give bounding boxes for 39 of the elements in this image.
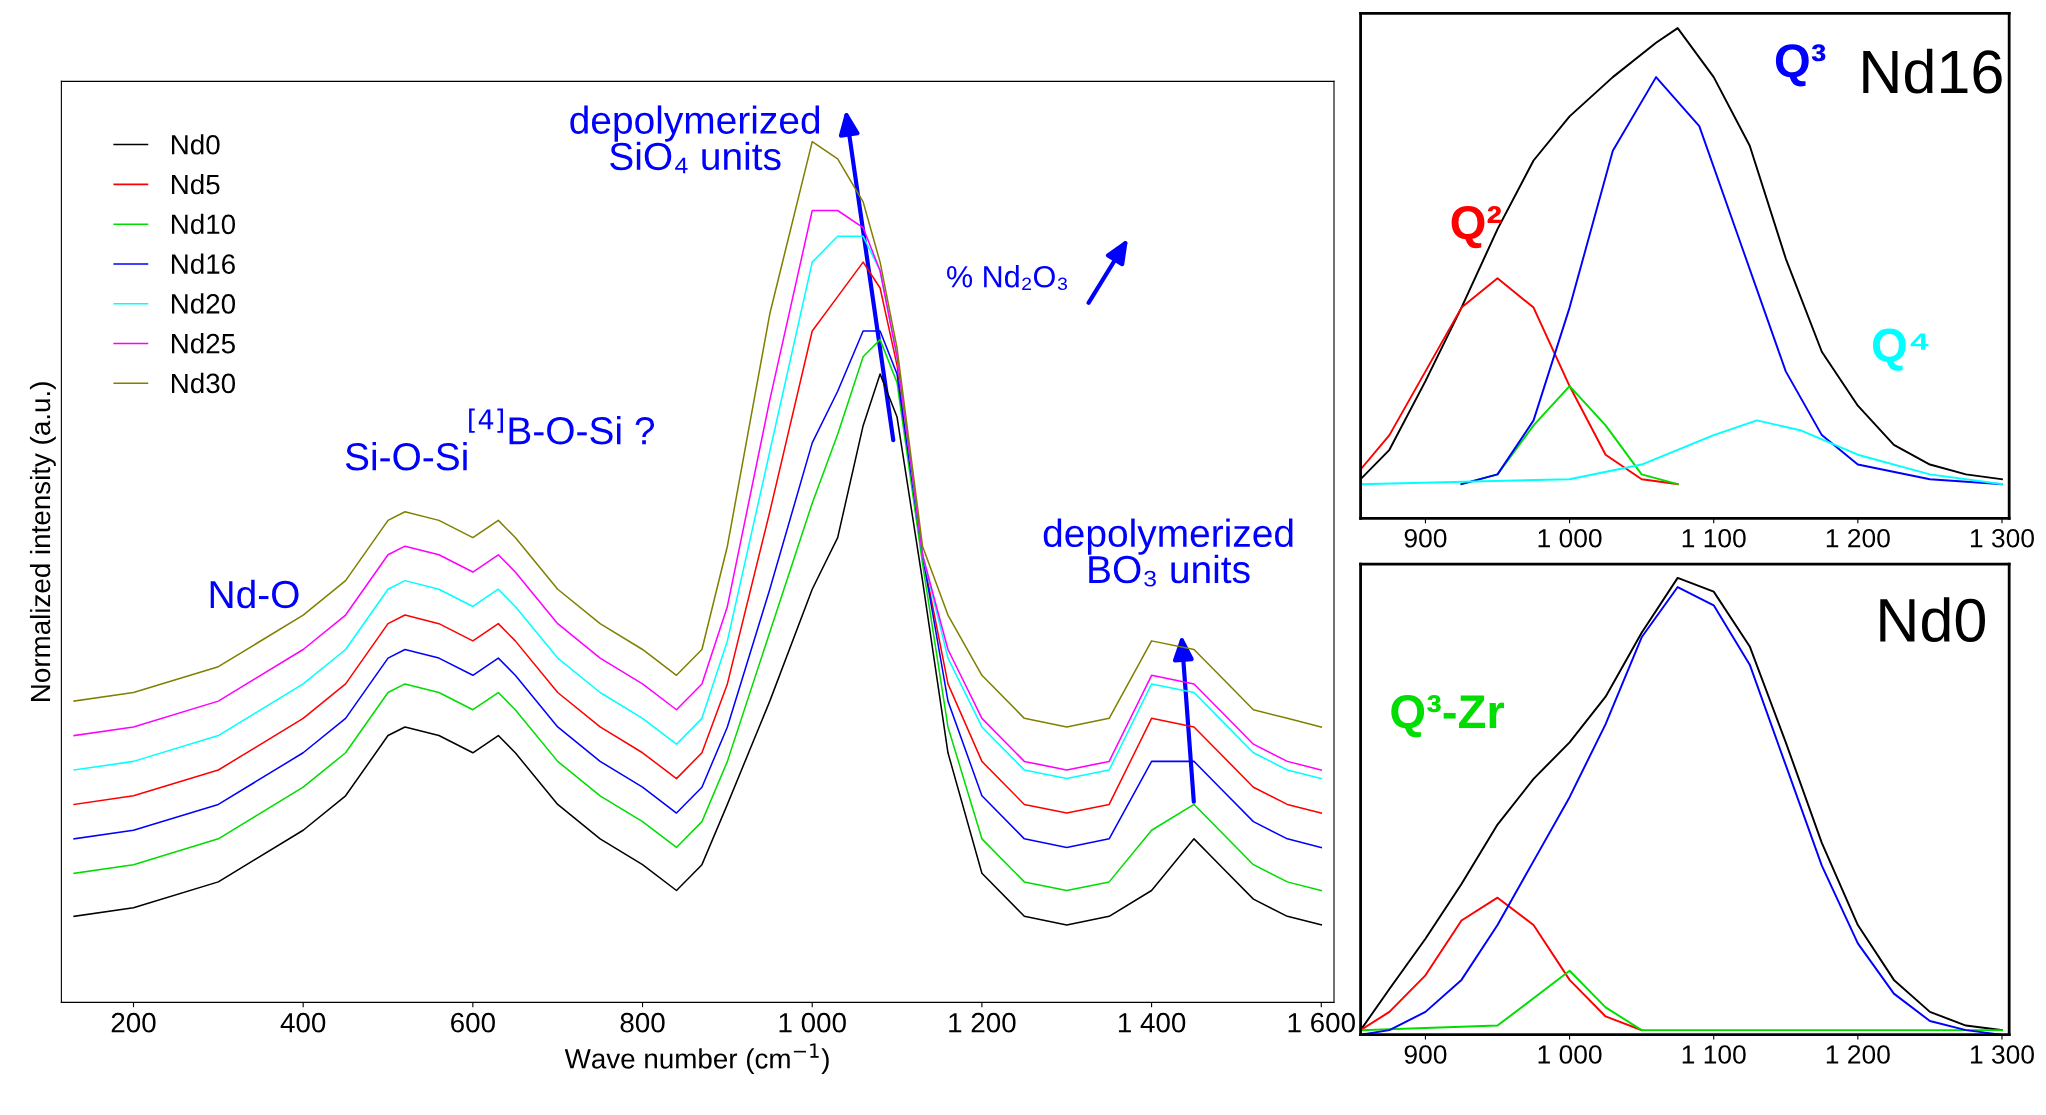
text: Q³-Zr (1391, 695, 1505, 738)
x-tick-label: 1 200 (949, 1012, 1016, 1033)
x-tick-label: 1 000 (1538, 528, 1602, 548)
x-tick-label: 400 (280, 1012, 326, 1033)
x-tick-label: 1 100 (1682, 528, 1746, 548)
annotation: depolymerized SiO₄ units (570, 105, 820, 174)
x-tick-label: 900 (1404, 528, 1447, 548)
annotation: Nd-O (210, 579, 299, 609)
series-label: Q² (1451, 205, 1502, 249)
annotation: % Nd₂O₃ (947, 265, 1068, 291)
annotation: Si-O-Si (345, 441, 467, 471)
legend-label: Nd30 (171, 372, 236, 394)
x-tick-label: 1 000 (1538, 1045, 1602, 1064)
legend-label: Nd0 (171, 134, 220, 155)
x-tick-label: 1 600 (1288, 1012, 1355, 1033)
x-tick-label: 800 (620, 1012, 665, 1033)
legend-label: Nd20 (171, 293, 236, 314)
legend-label: Nd10 (171, 213, 236, 235)
x-tick-label: 1 400 (1118, 1012, 1186, 1033)
x-tick-label: 1 000 (779, 1012, 846, 1033)
series-label: Q³ (1775, 44, 1826, 87)
legend-label: Nd25 (171, 333, 235, 354)
legend-label: Nd16 (171, 253, 235, 274)
annotation: depolymerized BO₃ units (1043, 518, 1293, 587)
x-tick-label: 1 200 (1826, 1045, 1890, 1064)
x-tick-label: 1 300 (1970, 528, 2034, 548)
annotation: $^{[4]}$B-O-Si ? (469, 408, 655, 445)
x-axis-title: Wave number (cm$^{−1}$) (564, 1043, 829, 1075)
x-tick-label: 1 300 (1970, 1045, 2034, 1064)
x-tick-label: 900 (1404, 1045, 1447, 1064)
x-tick-label: 600 (451, 1012, 495, 1033)
legend-label: Nd5 (171, 173, 220, 195)
y-axis-title: Normalized intensity (a.u.) (29, 382, 56, 701)
series-label: Q⁴ (1872, 328, 1929, 371)
x-tick-label: 1 200 (1826, 528, 1890, 548)
x-tick-label: 1 100 (1682, 1045, 1746, 1064)
chart-title: Nd16 (1863, 48, 2002, 94)
x-tick-label: 200 (111, 1012, 156, 1033)
chart-title: Nd0 (1880, 597, 1986, 643)
